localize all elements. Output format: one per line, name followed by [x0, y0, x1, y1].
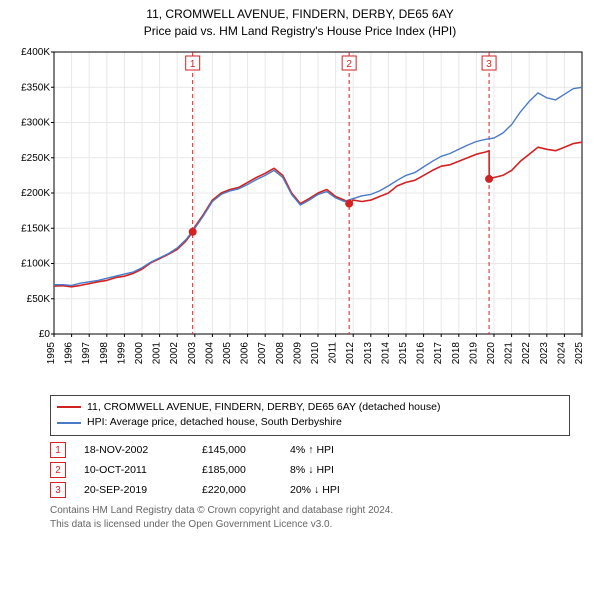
- svg-text:£150K: £150K: [21, 223, 50, 234]
- annotation-delta-label: HPI: [316, 444, 334, 456]
- svg-text:3: 3: [486, 59, 492, 70]
- annotation-delta: 4% ↑ HPI: [290, 444, 334, 456]
- arrow-down-icon: ↓: [308, 464, 313, 476]
- svg-text:2000: 2000: [134, 341, 145, 364]
- svg-text:2012: 2012: [345, 341, 356, 364]
- svg-text:2010: 2010: [310, 341, 321, 364]
- title-line-1: 11, CROMWELL AVENUE, FINDERN, DERBY, DE6…: [0, 6, 600, 23]
- svg-text:1995: 1995: [46, 341, 57, 364]
- svg-text:2015: 2015: [398, 341, 409, 364]
- svg-text:2021: 2021: [504, 341, 515, 364]
- annotation-badge: 2: [50, 462, 66, 478]
- svg-text:2016: 2016: [416, 341, 427, 364]
- svg-text:2008: 2008: [275, 341, 286, 364]
- chart-container: £0 £50K £100K £150K £200K £250K £300K £350K £400…: [10, 44, 590, 389]
- legend-row: HPI: Average price, detached house, Sout…: [57, 415, 563, 431]
- svg-text:2004: 2004: [204, 341, 215, 364]
- annotation-badge: 1: [50, 442, 66, 458]
- annotation-pct: 8%: [290, 464, 305, 476]
- annotation-delta-label: HPI: [322, 484, 340, 496]
- svg-text:£350K: £350K: [21, 82, 50, 93]
- svg-text:2013: 2013: [363, 341, 374, 364]
- annotation-badge: 3: [50, 482, 66, 498]
- annotation-date: 10-OCT-2011: [84, 464, 184, 476]
- annotation-delta: 8% ↓ HPI: [290, 464, 334, 476]
- footer-line: Contains HM Land Registry data © Crown c…: [50, 504, 570, 518]
- annotation-row: 2 10-OCT-2011 £185,000 8% ↓ HPI: [50, 462, 570, 478]
- svg-text:2006: 2006: [240, 341, 251, 364]
- chart-titles: 11, CROMWELL AVENUE, FINDERN, DERBY, DE6…: [0, 0, 600, 40]
- svg-text:2022: 2022: [521, 341, 532, 364]
- annotation-pct: 4%: [290, 444, 305, 456]
- svg-text:2002: 2002: [169, 341, 180, 364]
- footer-line: This data is licensed under the Open Gov…: [50, 518, 570, 532]
- annotation-delta-label: HPI: [316, 464, 334, 476]
- annotation-date: 20-SEP-2019: [84, 484, 184, 496]
- svg-text:1998: 1998: [99, 341, 110, 364]
- annotation-row: 3 20-SEP-2019 £220,000 20% ↓ HPI: [50, 482, 570, 498]
- footer-attribution: Contains HM Land Registry data © Crown c…: [50, 504, 570, 531]
- annotation-date: 18-NOV-2002: [84, 444, 184, 456]
- svg-text:£0: £0: [39, 329, 51, 340]
- page: 11, CROMWELL AVENUE, FINDERN, DERBY, DE6…: [0, 0, 600, 531]
- svg-text:2023: 2023: [539, 341, 550, 364]
- svg-text:1997: 1997: [81, 341, 92, 364]
- annotation-price: £145,000: [202, 444, 272, 456]
- svg-text:2025: 2025: [574, 341, 585, 364]
- legend-row: 11, CROMWELL AVENUE, FINDERN, DERBY, DE6…: [57, 400, 563, 416]
- annotation-delta: 20% ↓ HPI: [290, 484, 340, 496]
- svg-text:2011: 2011: [328, 341, 339, 363]
- svg-text:1996: 1996: [64, 341, 75, 364]
- svg-text:1999: 1999: [116, 341, 127, 364]
- svg-text:2007: 2007: [257, 341, 268, 364]
- legend-swatch: [57, 422, 81, 424]
- annotations-table: 1 18-NOV-2002 £145,000 4% ↑ HPI 2 10-OCT…: [50, 442, 570, 498]
- svg-text:2019: 2019: [468, 341, 479, 364]
- arrow-down-icon: ↓: [314, 484, 319, 496]
- svg-text:2009: 2009: [292, 341, 303, 364]
- svg-text:2020: 2020: [486, 341, 497, 364]
- svg-text:2018: 2018: [451, 341, 462, 364]
- legend: 11, CROMWELL AVENUE, FINDERN, DERBY, DE6…: [50, 395, 570, 437]
- svg-text:2003: 2003: [187, 341, 198, 364]
- annotation-row: 1 18-NOV-2002 £145,000 4% ↑ HPI: [50, 442, 570, 458]
- legend-label: 11, CROMWELL AVENUE, FINDERN, DERBY, DE6…: [87, 400, 440, 416]
- svg-text:2001: 2001: [152, 341, 163, 364]
- svg-text:£200K: £200K: [21, 188, 50, 199]
- price-chart: £0 £50K £100K £150K £200K £250K £300K £350K £400…: [10, 44, 590, 384]
- annotation-pct: 20%: [290, 484, 311, 496]
- svg-text:2005: 2005: [222, 341, 233, 364]
- svg-text:2017: 2017: [433, 341, 444, 364]
- svg-text:1: 1: [190, 59, 196, 70]
- svg-text:£300K: £300K: [21, 117, 50, 128]
- svg-text:2024: 2024: [556, 341, 567, 364]
- svg-text:£100K: £100K: [21, 258, 50, 269]
- title-line-2: Price paid vs. HM Land Registry's House …: [0, 23, 600, 40]
- arrow-up-icon: ↑: [308, 444, 313, 456]
- svg-text:2014: 2014: [380, 341, 391, 364]
- annotation-price: £185,000: [202, 464, 272, 476]
- svg-text:£250K: £250K: [21, 152, 50, 163]
- svg-text:£400K: £400K: [21, 47, 50, 58]
- svg-text:2: 2: [346, 59, 352, 70]
- svg-text:£50K: £50K: [27, 293, 51, 304]
- legend-label: HPI: Average price, detached house, Sout…: [87, 415, 342, 431]
- annotation-price: £220,000: [202, 484, 272, 496]
- legend-swatch: [57, 406, 81, 408]
